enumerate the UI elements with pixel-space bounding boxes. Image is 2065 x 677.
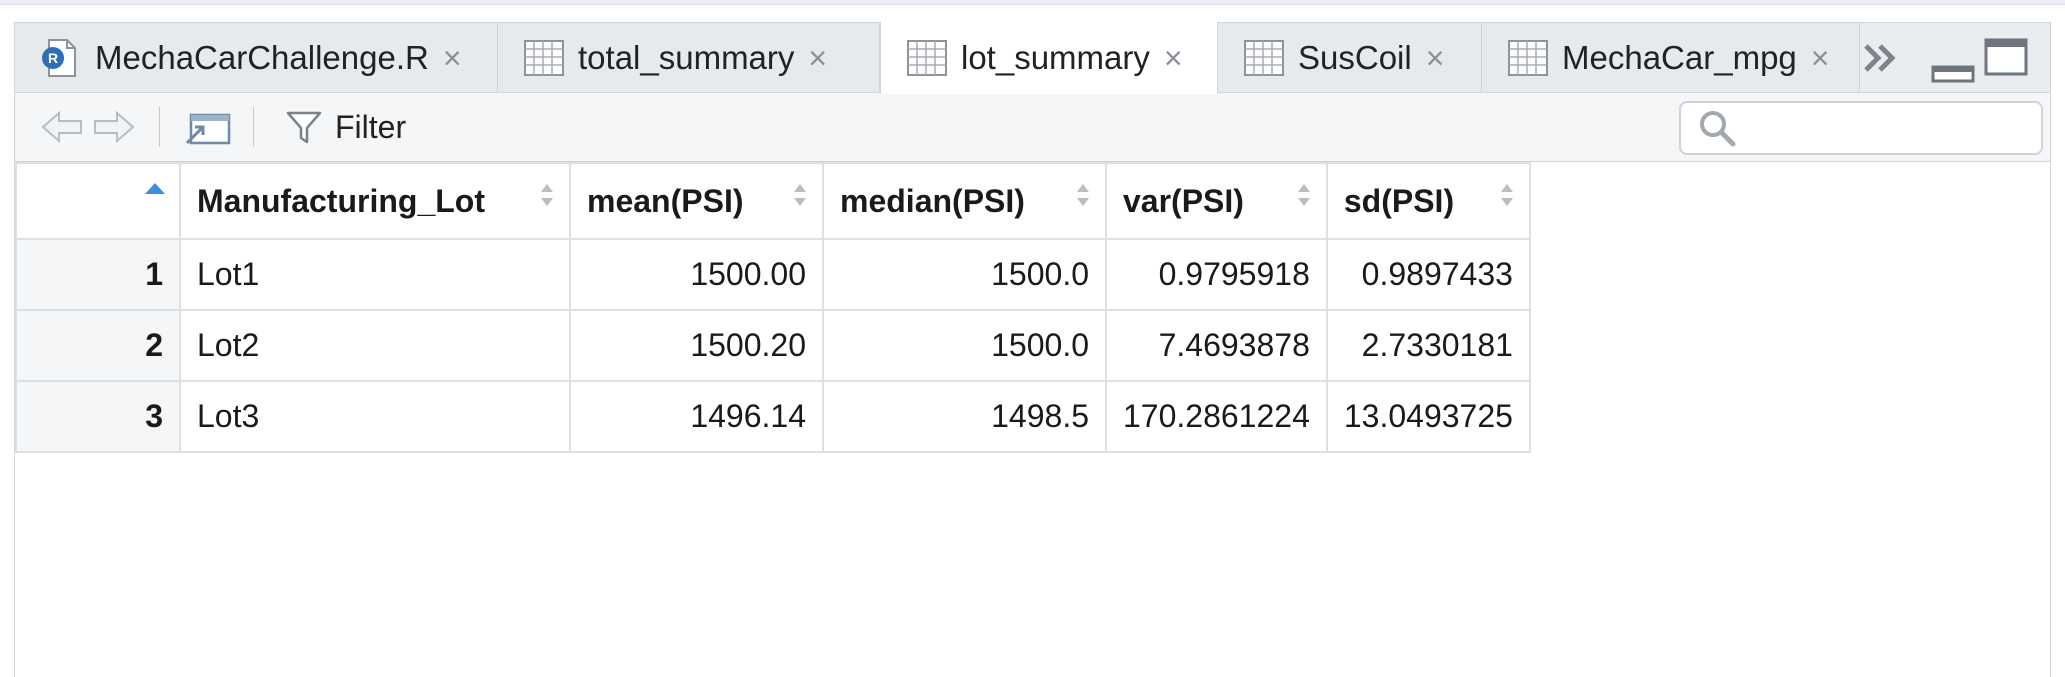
close-icon[interactable]: × [1810,40,1830,76]
column-header-sd-psi[interactable]: sd(PSI) [1325,162,1531,240]
minimize-pane-icon[interactable] [1930,45,1976,85]
tab-label: MechaCar_mpg [1562,39,1797,76]
data-table: Manufacturing_Lot mean(PSI) median(PSI) … [15,162,1531,453]
tab-mechacarchallenge-r[interactable]: R MechaCarChallenge.R × [15,23,498,93]
column-header-label: sd(PSI) [1343,182,1455,219]
sort-ascending-icon [145,183,165,194]
table-cell: 1500.0 [822,309,1107,382]
sort-icon [1500,184,1513,206]
r-script-icon: R [42,39,76,77]
table-row: 3 Lot3 1496.14 1498.5 170.2861224 13.049… [15,380,1531,453]
search-box[interactable] [1679,101,2043,155]
arrow-left-icon [41,110,82,144]
close-icon[interactable]: × [1163,40,1183,76]
tab-overflow-button[interactable] [1860,23,1904,93]
table-cell: 0.9897433 [1325,238,1531,311]
close-icon[interactable]: × [442,40,462,76]
sort-icon [1077,184,1089,206]
column-header-label: mean(PSI) [587,182,744,219]
filter-button[interactable]: Filter [285,93,406,161]
table-cell: 170.2861224 [1105,380,1328,453]
filter-label: Filter [335,108,407,145]
sort-icon [541,184,553,206]
maximize-pane-icon[interactable] [1983,37,2029,77]
tab-bar: R MechaCarChallenge.R × total_summary × … [14,22,2051,94]
table-icon [1508,40,1548,76]
arrow-right-icon [94,110,135,144]
sort-icon [1297,184,1310,206]
table-cell: 13.0493725 [1325,380,1531,453]
row-index: 3 [15,380,181,453]
open-in-window-button[interactable] [183,93,233,161]
table-cell: 7.4693878 [1105,309,1328,382]
tab-mechacar-mpg[interactable]: MechaCar_mpg × [1482,23,1860,93]
search-icon [1700,111,1736,147]
toolbar-separator [253,107,254,147]
search-input[interactable] [1747,111,2031,145]
top-strip [0,0,2065,5]
forward-button[interactable] [91,93,137,161]
table-icon [524,40,564,76]
table-cell: 1498.5 [822,380,1107,453]
table-icon [1244,40,1284,76]
column-header-var-psi[interactable]: var(PSI) [1105,162,1328,240]
tab-total-summary[interactable]: total_summary × [498,23,880,93]
close-icon[interactable]: × [808,40,828,76]
back-button[interactable] [39,93,85,161]
data-grid-area: Manufacturing_Lot mean(PSI) median(PSI) … [14,162,2051,677]
table-row: 1 Lot1 1500.00 1500.0 0.9795918 0.989743… [15,238,1531,311]
table-cell: 2.7330181 [1325,309,1531,382]
tab-label: SusCoil [1298,39,1412,76]
table-cell: Lot2 [179,309,571,382]
popout-window-icon [185,113,231,145]
table-cell: 1500.00 [569,238,824,311]
column-header-median-psi[interactable]: median(PSI) [822,162,1107,240]
column-header-label: Manufacturing_Lot [197,182,485,219]
table-cell: 1500.20 [569,309,824,382]
viewer-toolbar: Filter [14,92,2051,162]
column-header-label: median(PSI) [840,182,1025,219]
row-index: 2 [15,309,181,382]
row-names-header[interactable] [15,162,181,240]
tab-label: total_summary [578,39,795,76]
table-cell: 0.9795918 [1105,238,1328,311]
table-icon [907,40,947,76]
sort-icon [794,184,806,206]
close-icon[interactable]: × [1425,40,1445,76]
toolbar-separator [159,107,160,147]
double-chevron-right-icon [1864,44,1896,72]
header-row: Manufacturing_Lot mean(PSI) median(PSI) … [15,162,1531,240]
table-row: 2 Lot2 1500.20 1500.0 7.4693878 2.733018… [15,309,1531,382]
tab-lot-summary[interactable]: lot_summary × [880,22,1218,94]
row-index: 1 [15,238,181,311]
tab-label: lot_summary [961,39,1150,76]
table-cell: Lot1 [179,238,571,311]
tab-suscoil[interactable]: SusCoil × [1218,23,1482,93]
table-cell: 1500.0 [822,238,1107,311]
column-header-manufacturing-lot[interactable]: Manufacturing_Lot [179,162,571,240]
column-header-mean-psi[interactable]: mean(PSI) [569,162,824,240]
table-cell: 1496.14 [569,380,824,453]
column-header-label: var(PSI) [1123,182,1244,219]
tab-label: MechaCarChallenge.R [95,39,429,76]
filter-funnel-icon [286,111,322,144]
table-cell: Lot3 [179,380,571,453]
svg-text:R: R [48,50,58,66]
